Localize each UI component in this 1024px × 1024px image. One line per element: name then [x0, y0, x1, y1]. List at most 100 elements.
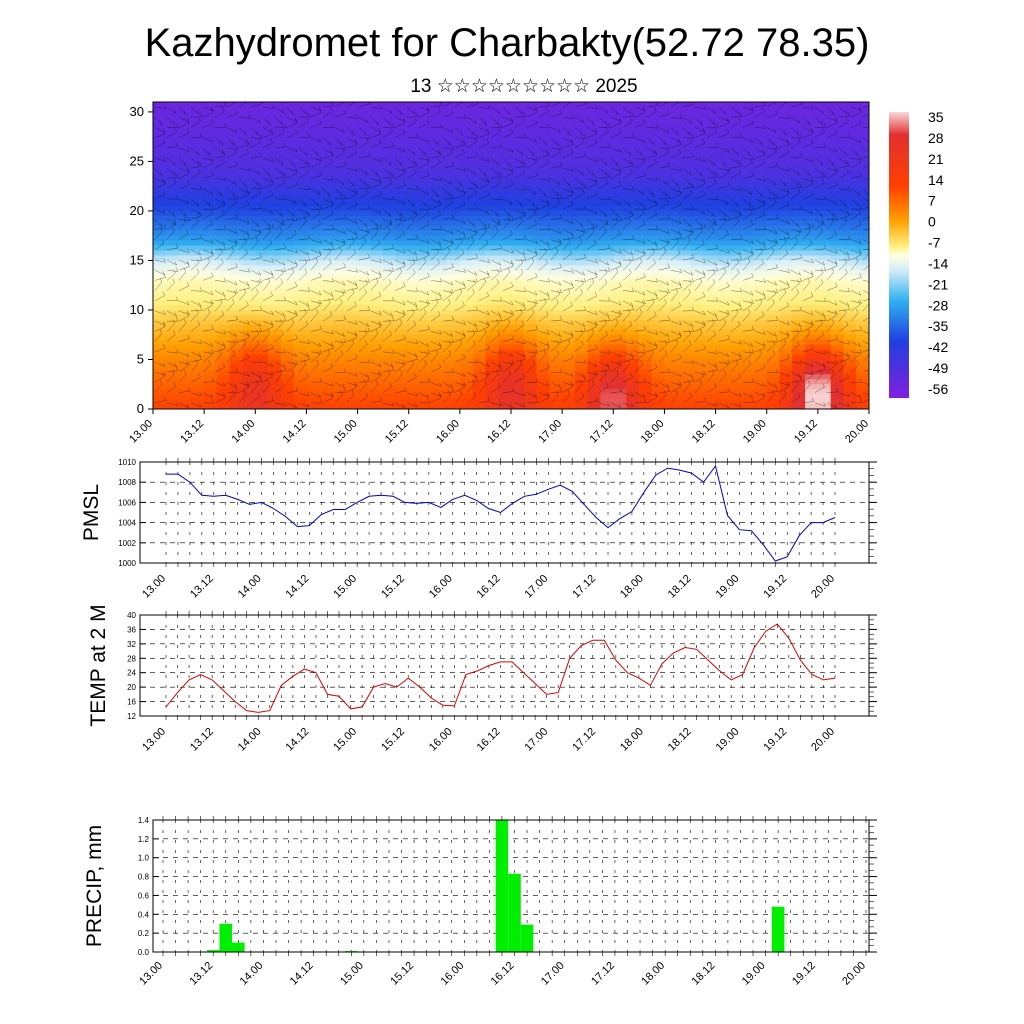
heatmap-cell [255, 399, 269, 405]
wind-barb [797, 119, 801, 124]
heatmap-cell [344, 389, 359, 395]
heatmap-cell [498, 210, 512, 217]
heatmap-cell [472, 126, 487, 133]
heatmap-cell [332, 309, 346, 316]
heatmap-cell [447, 399, 461, 405]
heatmap-cell [792, 230, 806, 237]
wind-barb [713, 170, 716, 176]
wind-barb [370, 117, 379, 126]
heatmap-cell [485, 334, 499, 341]
heatmap-cell [165, 225, 180, 232]
heatmap-cell [255, 285, 269, 291]
heatmap-cell [587, 136, 602, 143]
heatmap-cell [268, 102, 282, 108]
heatmap-cell [498, 196, 512, 202]
heatmap-cell [511, 260, 525, 266]
wind-barb [514, 121, 525, 128]
heatmap-cell [843, 354, 857, 361]
wind-barb [738, 117, 741, 122]
heatmap-cell [651, 339, 666, 346]
wind-barb [700, 172, 703, 177]
wind-barb [766, 127, 777, 134]
heatmap-cell [587, 186, 602, 192]
heatmap-cell [268, 235, 282, 242]
wind-barbs [154, 102, 874, 409]
heatmap-cell [472, 201, 487, 207]
heatmap-cell [216, 324, 231, 331]
heatmap-cell [408, 260, 423, 266]
heatmap-cell [216, 126, 231, 133]
heatmap-cell [485, 314, 499, 321]
heatmap-cell [638, 394, 653, 400]
wind-barb [778, 127, 787, 136]
wind-barb [298, 208, 309, 215]
heatmap-cell [191, 275, 205, 281]
heatmap-cell [255, 334, 269, 341]
heatmap-cell [779, 220, 793, 227]
heatmap-cell [715, 305, 729, 311]
heatmap-cell [638, 225, 653, 232]
heatmap-cell [332, 111, 346, 118]
heatmap-cell [587, 245, 602, 252]
heatmap-cell [715, 186, 729, 192]
wind-barb [678, 219, 682, 224]
heatmap-cell [459, 270, 474, 276]
heatmap-cell [511, 220, 525, 227]
heatmap-cell [165, 210, 180, 217]
wind-barb [718, 172, 729, 179]
heatmap-cell [715, 359, 729, 366]
heatmap-cell [817, 319, 832, 326]
wind-barb [595, 157, 598, 162]
heatmap-cell [536, 354, 550, 361]
wind-barb [232, 192, 236, 197]
heatmap-cell [741, 235, 755, 242]
wind-barb [370, 106, 382, 110]
wind-barb [703, 157, 706, 162]
heatmap-cell [677, 285, 691, 291]
heatmap-cell [191, 255, 205, 262]
heatmap-cell [178, 255, 192, 262]
wind-barb [286, 106, 295, 116]
heatmap-cell [677, 196, 691, 202]
wind-barb [166, 208, 175, 217]
wind-barb [775, 194, 779, 199]
heatmap-cell [728, 201, 742, 207]
heatmap-cell [664, 121, 678, 128]
wind-barb [592, 172, 595, 177]
heatmap-cell [843, 384, 857, 390]
wind-barb [766, 178, 776, 186]
heatmap-cell [242, 220, 256, 227]
heatmap-cell [268, 166, 282, 172]
wind-barb [676, 131, 679, 136]
heatmap-cell [293, 255, 308, 262]
heatmap-cell [574, 349, 589, 356]
heatmap-cell [562, 319, 576, 326]
heatmap-cell [574, 394, 589, 400]
heatmap-cell [574, 171, 589, 177]
heatmap-cell [779, 166, 793, 172]
heatmap-cell [178, 220, 192, 227]
wind-barb [484, 121, 487, 126]
heatmap-cell [332, 166, 346, 172]
heatmap-cell [216, 220, 231, 227]
wind-barb [668, 102, 669, 103]
wind-barb [178, 147, 190, 153]
heatmap-cell [357, 334, 371, 341]
heatmap-cell [613, 151, 627, 158]
heatmap-cell [153, 270, 167, 276]
heatmap-cell [613, 290, 627, 296]
heatmap-cell [562, 102, 576, 108]
heatmap-cell [485, 359, 499, 366]
heatmap-cell [651, 324, 666, 331]
heatmap-cell [344, 181, 359, 187]
wind-barb [307, 133, 311, 138]
wind-barb [862, 105, 869, 108]
heatmap-cell [357, 196, 371, 202]
wind-barb [872, 124, 874, 128]
heatmap-cell [319, 136, 333, 143]
heatmap-cell [702, 324, 717, 331]
wind-barb [838, 172, 849, 179]
wind-barb [790, 192, 801, 200]
heatmap-cell [255, 191, 269, 197]
heatmap-cell [651, 171, 666, 177]
